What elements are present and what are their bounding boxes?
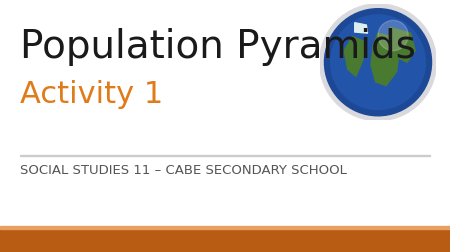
Circle shape [378, 21, 408, 51]
Polygon shape [390, 28, 415, 63]
Polygon shape [344, 38, 364, 77]
Polygon shape [371, 34, 399, 86]
Text: Population Pyramids: Population Pyramids [20, 28, 416, 66]
Polygon shape [355, 24, 368, 34]
Text: Activity 1: Activity 1 [20, 79, 163, 108]
Circle shape [324, 10, 432, 116]
Text: SOCIAL STUDIES 11 – CABE SECONDARY SCHOOL: SOCIAL STUDIES 11 – CABE SECONDARY SCHOO… [20, 164, 347, 176]
